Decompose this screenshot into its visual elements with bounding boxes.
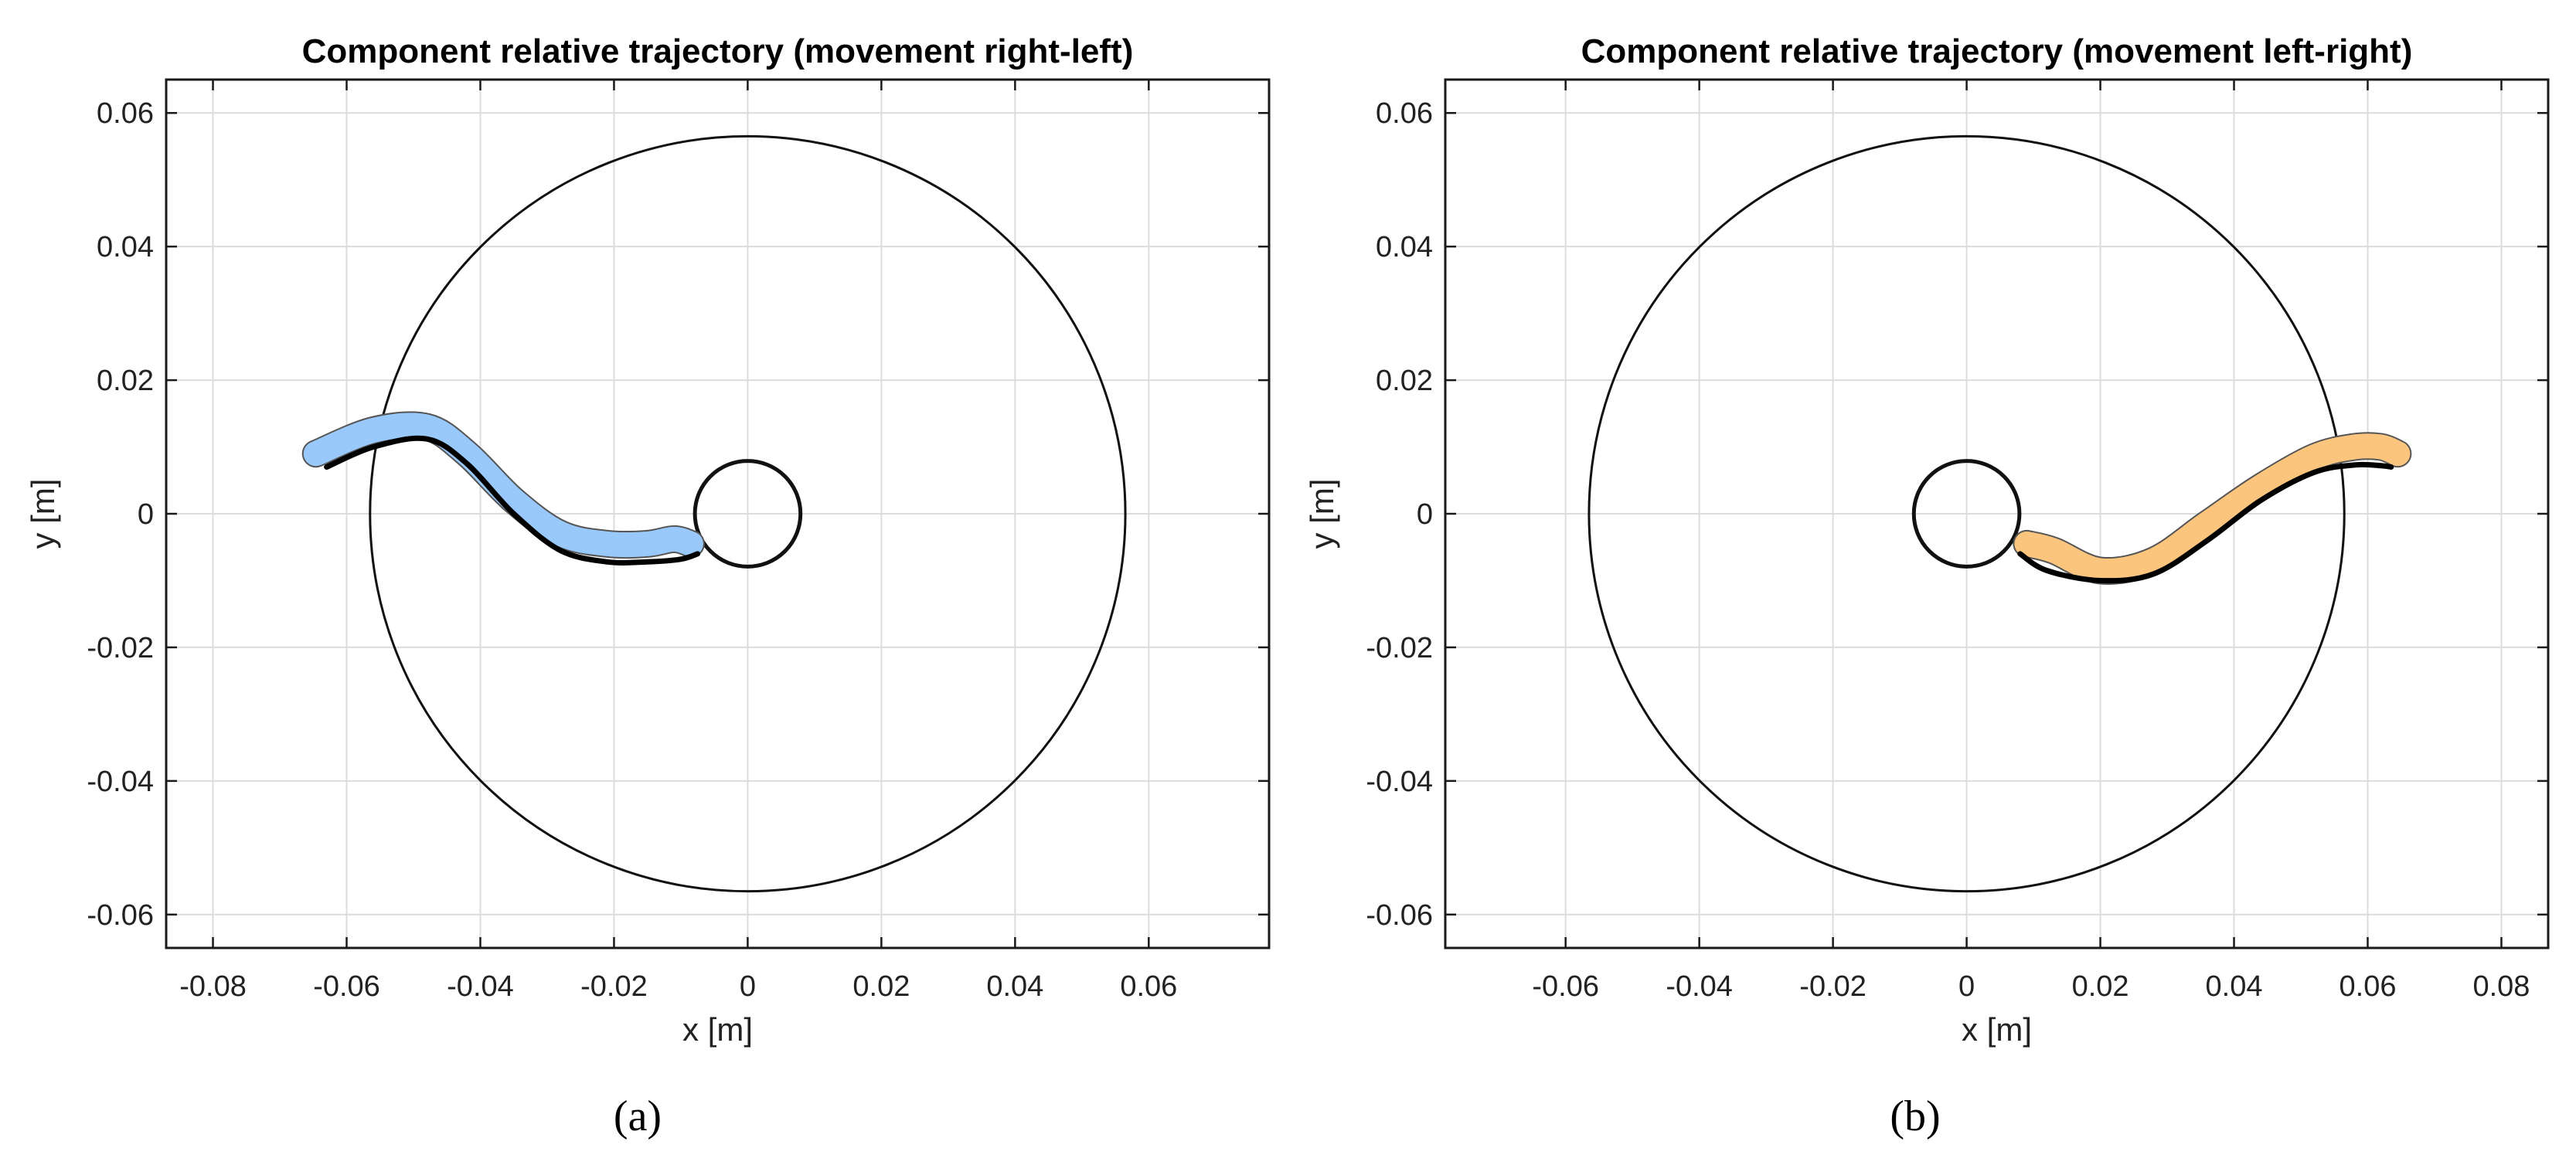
y-tick-label: 0 bbox=[138, 498, 154, 531]
x-tick-label: 0 bbox=[1958, 970, 1975, 1003]
y-tick-label: -0.02 bbox=[1366, 632, 1433, 664]
chart-title: Component relative trajectory (movement … bbox=[1581, 32, 2413, 70]
y-tick-label: -0.04 bbox=[87, 766, 154, 798]
x-tick-label: 0.06 bbox=[2339, 970, 2397, 1003]
y-tick-label: 0.02 bbox=[1376, 365, 1433, 397]
y-tick-label: -0.02 bbox=[87, 632, 154, 664]
y-tick-label: -0.06 bbox=[87, 899, 154, 932]
trajectory-line bbox=[2017, 461, 2394, 584]
y-tick-label: -0.04 bbox=[1366, 766, 1433, 798]
trajectory-line bbox=[324, 435, 701, 566]
x-tick-label: -0.04 bbox=[447, 970, 514, 1003]
trajectory-band bbox=[2014, 433, 2411, 583]
outer-circle bbox=[369, 134, 1127, 893]
y-tick-label: 0 bbox=[1417, 498, 1433, 531]
x-tick-label: -0.08 bbox=[179, 970, 247, 1003]
x-tick-label: 0.04 bbox=[986, 970, 1043, 1003]
panel-caption: (a) bbox=[614, 1092, 662, 1140]
outer-circle bbox=[1587, 134, 2346, 893]
x-tick-label: -0.02 bbox=[1799, 970, 1866, 1003]
x-tick-label: 0 bbox=[740, 970, 756, 1003]
y-tick-label: -0.06 bbox=[1366, 899, 1433, 932]
trajectory-band bbox=[303, 413, 703, 558]
x-axis-label: x [m] bbox=[682, 1011, 753, 1048]
x-axis-label: x [m] bbox=[1962, 1011, 2032, 1048]
inner-circle bbox=[692, 459, 803, 569]
y-axis-label: y [m] bbox=[1304, 479, 1340, 549]
x-tick-label: -0.04 bbox=[1666, 970, 1733, 1003]
x-tick-label: 0.04 bbox=[2206, 970, 2263, 1003]
y-axis-label: y [m] bbox=[25, 479, 61, 549]
chart-title: Component relative trajectory (movement … bbox=[302, 32, 1134, 70]
x-tick-label: -0.02 bbox=[580, 970, 648, 1003]
panel-b: -0.06 -0.04 -0.02 0 0.02 0.04 0.06 0.08 -0.06 -0.… bbox=[1304, 32, 2550, 1140]
x-tick-label: 0.02 bbox=[2072, 970, 2129, 1003]
y-tick-label: 0.04 bbox=[1376, 231, 1433, 263]
x-tick-label: -0.06 bbox=[313, 970, 380, 1003]
y-tick-label: 0.06 bbox=[1376, 97, 1433, 130]
x-tick-label: -0.06 bbox=[1532, 970, 1599, 1003]
x-tick-label: 0.08 bbox=[2472, 970, 2530, 1003]
inner-circle bbox=[1911, 459, 2022, 569]
panel-a: -0.08 -0.06 -0.04 -0.02 0 0.02 0.04 0.06 -0.06 -0… bbox=[25, 32, 1271, 1140]
y-tick-label: 0.04 bbox=[97, 231, 154, 263]
plot-area bbox=[1587, 134, 2412, 893]
y-tick-label: 0.02 bbox=[97, 365, 154, 397]
plot-area bbox=[301, 134, 1127, 893]
x-tick-label: 0.02 bbox=[852, 970, 910, 1003]
x-tick-label: 0.06 bbox=[1120, 970, 1177, 1003]
panel-caption: (b) bbox=[1890, 1092, 1940, 1140]
y-tick-label: 0.06 bbox=[97, 97, 154, 130]
